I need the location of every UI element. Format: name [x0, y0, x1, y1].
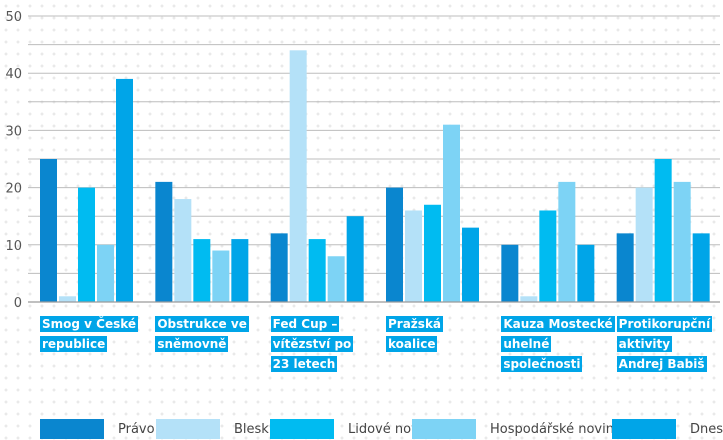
category-label-line: Protikorupční — [616, 316, 713, 332]
bar-5-dnes — [577, 244, 595, 302]
legend-item: Dnes — [612, 418, 723, 440]
bar-1-pr-vo — [40, 159, 57, 302]
category-label-line: Pražská — [386, 316, 444, 332]
legend-item: Právo — [40, 418, 155, 440]
y-axis-ticks: 0 10 20 30 40 50 — [5, 10, 22, 311]
legend-swatch — [412, 419, 476, 439]
category-label-line: Smog v České — [40, 316, 139, 332]
bar-4-hospod-sk-noviny — [443, 124, 460, 303]
legend-item: Blesk — [156, 418, 269, 440]
bar-2-hospod-sk-noviny — [212, 250, 230, 302]
legend-swatch — [270, 419, 334, 439]
bar-3-lidov-noviny — [308, 239, 326, 302]
bar-1-hospod-sk-noviny — [97, 244, 114, 302]
category-label-line: Andrej Babiš — [616, 356, 707, 372]
bar-1-blesk — [59, 296, 76, 302]
bar-6-blesk — [635, 187, 653, 302]
category-label-line: Obstrukce ve — [155, 316, 249, 332]
y-tick-label: 20 — [5, 182, 22, 197]
legend-swatch — [156, 419, 220, 439]
category-label-line: koalice — [386, 336, 438, 352]
category-label: Pražská koalice — [386, 314, 444, 354]
legend-label: Dnes — [690, 421, 723, 437]
bar-4-dnes — [462, 227, 479, 302]
legend-label: Hospodářské noviny — [490, 421, 622, 437]
bars — [40, 50, 710, 303]
bar-4-pr-vo — [386, 187, 403, 302]
bar-5-pr-vo — [501, 244, 519, 302]
bar-chart: 0 10 20 30 40 50 — [5, 10, 720, 311]
y-tick-label: 10 — [5, 239, 22, 254]
category-label: Kauza Mostecké uhelné společnosti — [501, 314, 615, 374]
bar-6-pr-vo — [616, 233, 634, 302]
category-label-line: 23 letech — [270, 356, 338, 372]
y-tick-label: 50 — [5, 10, 22, 25]
y-tick-label: 0 — [14, 296, 22, 311]
bar-4-blesk — [405, 210, 422, 302]
legend-swatch — [40, 419, 104, 439]
bar-1-lidov-noviny — [78, 187, 95, 302]
bar-5-blesk — [520, 296, 538, 302]
bar-2-dnes — [231, 239, 249, 302]
bar-4-lidov-noviny — [424, 204, 441, 302]
legend-label: Blesk — [234, 421, 269, 437]
bar-6-lidov-noviny — [654, 159, 672, 302]
category-label-line: sněmovně — [155, 336, 229, 352]
bar-6-dnes — [692, 233, 710, 302]
legend-swatch — [612, 419, 676, 439]
legend: Právo Blesk Lidové noviny Hospodářské novin… — [0, 418, 723, 440]
bar-3-blesk — [289, 50, 307, 302]
y-tick-label: 40 — [5, 67, 22, 82]
grid-lines — [28, 15, 720, 274]
category-label-line: společnosti — [501, 356, 583, 372]
legend-item: Hospodářské noviny — [412, 418, 622, 440]
category-label: Smog v České republice — [40, 314, 139, 354]
category-label-line: vítězství po — [270, 336, 354, 352]
bar-2-pr-vo — [155, 181, 173, 302]
category-label-line: Kauza Mostecké — [501, 316, 615, 332]
bar-2-blesk — [174, 199, 192, 302]
category-label: Fed Cup – vítězství po 23 letech — [270, 314, 354, 374]
bar-1-dnes — [116, 78, 133, 302]
category-label-line: republice — [40, 336, 108, 352]
bar-5-lidov-noviny — [539, 210, 557, 302]
bar-3-pr-vo — [270, 233, 288, 302]
bar-5-hospod-sk-noviny — [558, 181, 576, 302]
category-label-line: Fed Cup – — [270, 316, 340, 332]
bar-6-hospod-sk-noviny — [673, 181, 691, 302]
bar-2-lidov-noviny — [193, 239, 211, 302]
category-label-line: uhelné — [501, 336, 552, 352]
legend-label: Právo — [118, 421, 155, 437]
y-tick-label: 30 — [5, 124, 22, 139]
bar-3-dnes — [346, 216, 364, 302]
category-label: Obstrukce ve sněmovně — [155, 314, 249, 354]
bar-3-hospod-sk-noviny — [327, 256, 345, 302]
category-label-line: aktivity — [616, 336, 673, 352]
category-label: Protikorupční aktivity Andrej Babiš — [616, 314, 713, 374]
